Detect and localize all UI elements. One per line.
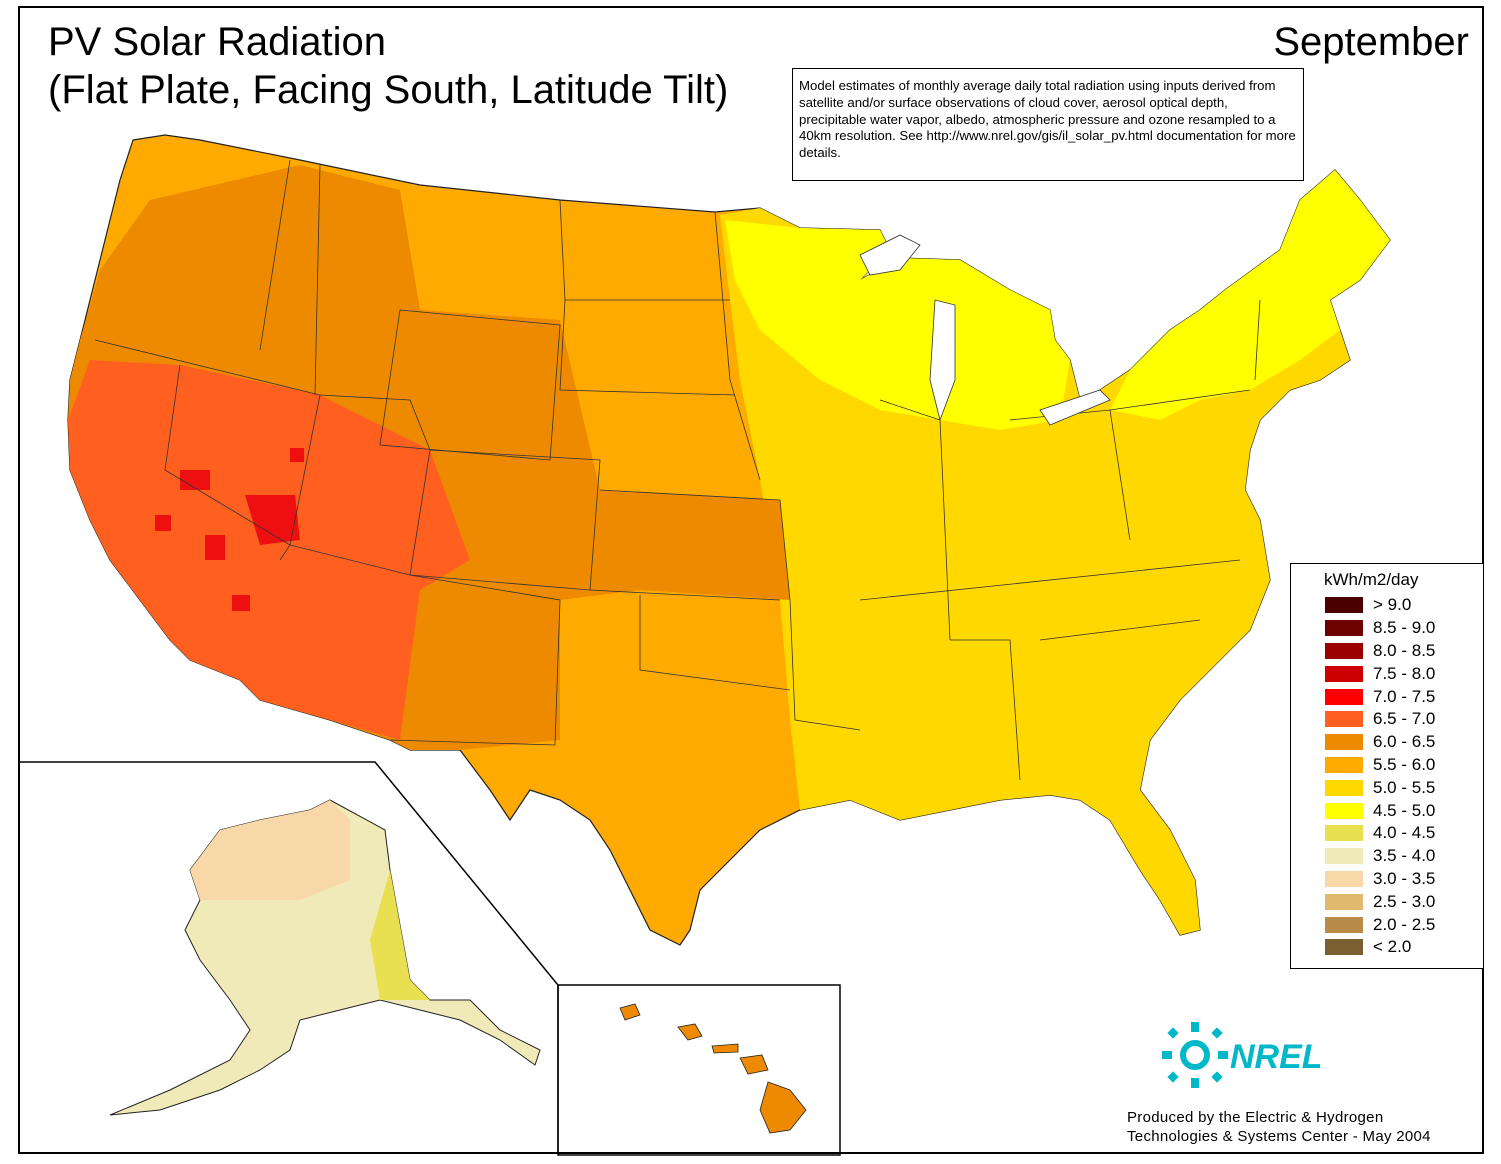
southwest-red-orange-zone [68,360,470,740]
legend-item: 4.0 - 4.5 [1325,822,1435,845]
legend-label: 8.0 - 8.5 [1373,640,1436,660]
legend-swatch [1325,665,1363,682]
legend-item: 8.5 - 9.0 [1325,617,1435,640]
red-spot [180,470,210,490]
legend-title: kWh/m2/day [1324,570,1419,589]
nrel-sun-icon: NREL [1162,1022,1323,1088]
hawaii-island-oahu [677,1023,703,1041]
title-line-1: PV Solar Radiation [48,20,386,64]
legend-list: > 9.0 8.5 - 9.0 8.0 - 8.5 7.5 - 8.0 7.0 - 7.… [1325,594,1435,959]
legend-label: 2.5 - 3.0 [1373,891,1436,911]
legend-label: 3.5 - 4.0 [1373,846,1436,866]
legend-swatch [1325,916,1363,933]
legend-item: 8.0 - 8.5 [1325,640,1435,663]
red-spot [155,515,171,531]
hawaii-island-molokai [711,1043,739,1054]
legend-label: 4.0 - 4.5 [1373,823,1436,843]
legend-label: 6.5 - 7.0 [1373,709,1436,729]
title-line-2: (Flat Plate, Facing South, Latitude Tilt… [48,68,729,112]
nevada-red-zone [245,495,300,545]
logo-text: NREL [1230,1038,1320,1076]
legend-swatch [1325,597,1363,614]
legend-label: 7.0 - 7.5 [1373,686,1436,706]
legend-item: 6.0 - 6.5 [1325,731,1435,754]
legend-swatch [1325,756,1363,773]
legend-swatch [1325,620,1363,637]
alaska-north-zone [190,800,350,900]
methodology-note: Model estimates of monthly average daily… [792,68,1304,181]
hawaii-island-kauai [619,1003,641,1021]
bright-yellow-zone [725,220,1070,430]
hawaii-island-big-island [759,1081,807,1134]
legend-label: 5.5 - 6.0 [1373,754,1436,774]
legend-swatch [1325,711,1363,728]
legend-label: > 9.0 [1373,595,1412,615]
legend-swatch [1325,734,1363,751]
nrel-logo: NREL [1160,1020,1323,1095]
legend-label: 8.5 - 9.0 [1373,618,1436,638]
legend-item: 3.5 - 4.0 [1325,845,1435,868]
legend-item: 5.5 - 6.0 [1325,754,1435,777]
hawaii-island-maui [739,1054,769,1075]
legend-label: 7.5 - 8.0 [1373,663,1436,683]
credit-line-1: Produced by the Electric & Hydrogen [1127,1109,1384,1126]
legend-label: 4.5 - 5.0 [1373,800,1436,820]
legend: kWh/m2/day > 9.0 8.5 - 9.0 8.0 - 8.5 7.5 - … [1290,563,1484,969]
legend-swatch [1325,688,1363,705]
alaska-east-zone [370,870,430,1000]
legend-item: 2.5 - 3.0 [1325,890,1435,913]
legend-label: 6.0 - 6.5 [1373,732,1436,752]
legend-swatch [1325,779,1363,796]
red-spot [205,535,225,560]
credit: Produced by the Electric & Hydrogen Tech… [1127,1108,1431,1146]
red-spot [290,448,304,462]
lake-michigan [929,299,956,422]
map-title: PV Solar Radiation (Flat Plate, Facing S… [48,18,728,114]
legend-item: 4.5 - 5.0 [1325,799,1435,822]
legend-swatch [1325,870,1363,887]
legend-label: 2.0 - 2.5 [1373,914,1436,934]
legend-item: 2.0 - 2.5 [1325,913,1435,936]
legend-item: > 9.0 [1325,594,1435,617]
northeast-yellow-zone [1110,170,1390,420]
month-label: September [1273,20,1469,64]
lake-superior [859,234,921,276]
legend-swatch [1325,848,1363,865]
legend-swatch [1325,802,1363,819]
red-spot [232,595,250,611]
legend-item: 7.0 - 7.5 [1325,685,1435,708]
credit-line-2: Technologies & Systems Center - May 2004 [1127,1128,1431,1145]
legend-label: 5.0 - 5.5 [1373,777,1436,797]
legend-swatch [1325,893,1363,910]
legend-item: 3.0 - 3.5 [1325,868,1435,891]
hawaii-inset-frame [557,984,841,1156]
state-boundaries [94,159,1261,781]
legend-label: < 2.0 [1373,937,1412,957]
legend-item: 7.5 - 8.0 [1325,662,1435,685]
legend-swatch [1325,642,1363,659]
legend-item: 6.5 - 7.0 [1325,708,1435,731]
lake-erie [1039,389,1111,426]
legend-item: < 2.0 [1325,936,1435,959]
legend-swatch [1325,825,1363,842]
legend-label: 3.0 - 3.5 [1373,868,1436,888]
legend-item: 5.0 - 5.5 [1325,776,1435,799]
legend-swatch [1325,939,1363,956]
